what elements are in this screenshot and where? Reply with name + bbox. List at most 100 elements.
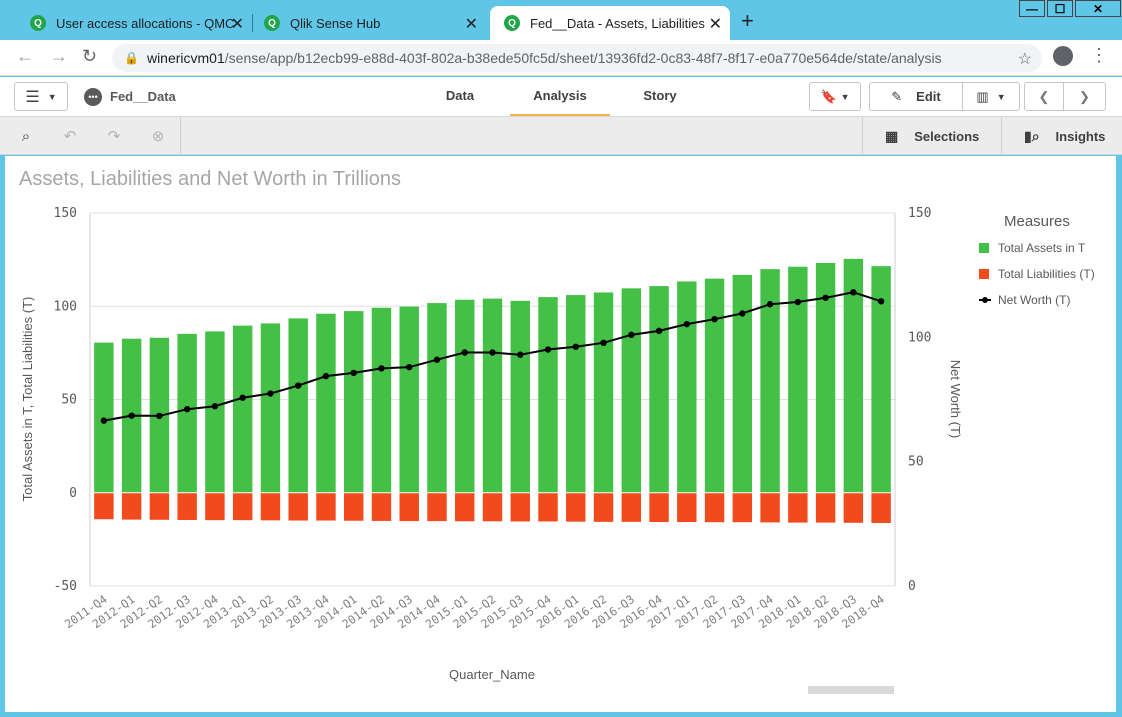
y2-tick-label: 100 (908, 330, 931, 345)
liabilities-bar (343, 492, 364, 521)
assets-bar (649, 286, 669, 493)
browser-tab-title: Fed__Data - Assets, Liabilities and (530, 15, 706, 31)
toolbar-divider (180, 117, 181, 155)
net-worth-point (572, 343, 579, 350)
liabilities-bar (482, 492, 503, 522)
assets-bar (260, 323, 281, 493)
net-worth-point (461, 349, 468, 356)
forward-icon[interactable]: → (50, 46, 68, 66)
qlik-header: ☰ ▼ ••• Fed__Data Data Analysis Story 🔖 ▼… (0, 77, 1122, 117)
y2-axis-title: Net Worth (T) (948, 360, 963, 439)
net-worth-point (378, 365, 385, 372)
browser-tab-fed-data[interactable]: Q Fed__Data - Assets, Liabilities and ✕ (490, 6, 730, 40)
assets-bar (621, 288, 642, 493)
browser-tab-title: Qlik Sense Hub (290, 15, 381, 31)
liabilities-bar (732, 492, 753, 523)
tab-analysis[interactable]: Analysis (510, 77, 610, 116)
assets-bar (843, 258, 864, 493)
selections-label: Selections (914, 128, 980, 144)
net-worth-point (766, 301, 774, 308)
url-input[interactable]: 🔒 winericvm01/sense/app/b12ecb99-e88d-40… (112, 44, 1042, 72)
legend-item-assets[interactable]: Total Assets in T (979, 241, 1085, 255)
assets-bar (316, 313, 336, 493)
liabilities-bar (232, 492, 253, 521)
close-window-icon[interactable]: ✕ (1075, 0, 1121, 17)
net-worth-point (433, 356, 441, 363)
selections-button[interactable]: ▦ Selections (862, 117, 1002, 155)
liabilities-bar (94, 492, 114, 520)
close-tab-icon[interactable]: ✕ (230, 16, 244, 33)
assets-bar (482, 298, 503, 493)
back-icon[interactable]: ← (16, 46, 34, 66)
assets-bar (399, 306, 419, 493)
legend-item-net-worth[interactable]: Net Worth (T) (979, 293, 1070, 307)
liabilities-bar (593, 492, 614, 522)
liabilities-bar (704, 492, 725, 523)
url-host: winericvm01 (146, 50, 225, 66)
combo-chart[interactable]: -500501001500501001502011-Q42012-Q12012-… (5, 156, 1116, 712)
tab-story[interactable]: Story (643, 88, 677, 103)
y-axis-title: Total Assets in T, Total Liabilities (T) (20, 297, 35, 502)
legend-swatch (979, 269, 989, 279)
legend-swatch (979, 243, 989, 253)
chart-scrollbar[interactable] (808, 686, 894, 694)
reload-icon[interactable]: ↻ (82, 46, 98, 66)
new-tab-icon[interactable]: + (741, 8, 754, 33)
browser-tab-title: User access allocations - QMC (56, 15, 235, 31)
net-worth-point (794, 298, 802, 306)
next-sheet-button[interactable]: ❯ (1063, 82, 1106, 111)
net-worth-point (267, 390, 274, 397)
liabilities-bar (371, 492, 392, 521)
liabilities-bar (538, 492, 558, 522)
liabilities-bar (288, 492, 308, 521)
close-tab-icon[interactable]: ✕ (464, 16, 478, 33)
assets-bar (677, 281, 697, 493)
net-worth-point (655, 327, 663, 335)
step-forward-icon[interactable]: ↷ (107, 128, 121, 145)
app-options-icon[interactable]: ••• (84, 88, 102, 106)
browser-tab-qmc[interactable]: Q User access allocations - QMC ✕ (20, 6, 252, 40)
chevron-left-icon: ❮ (1038, 88, 1050, 104)
qlik-logo-icon: Q (504, 15, 520, 31)
qlik-logo-icon: Q (264, 15, 280, 31)
profile-avatar-icon[interactable] (1053, 46, 1073, 66)
close-tab-icon[interactable]: ✕ (708, 16, 722, 33)
clear-selections-icon[interactable]: ⊗ (151, 128, 165, 145)
sheet-menu-button[interactable]: ▥ ▼ (962, 82, 1020, 111)
net-worth-point (100, 417, 108, 424)
smart-search-icon[interactable]: ⌕ (21, 127, 31, 145)
tab-data[interactable]: Data (445, 88, 475, 103)
browser-tab-hub[interactable]: Q Qlik Sense Hub ✕ (254, 6, 486, 40)
net-worth-point (683, 320, 691, 328)
browser-tab-strip: Q User access allocations - QMC ✕ Q Qlik… (0, 0, 1122, 40)
net-worth-point (628, 331, 635, 339)
y-tick-label: 50 (61, 393, 77, 408)
minimize-icon[interactable]: — (1019, 0, 1045, 17)
liabilities-bar (455, 492, 475, 522)
y2-tick-label: 50 (908, 455, 924, 470)
insights-label: Insights (1055, 128, 1106, 144)
net-worth-point (544, 346, 552, 353)
step-back-icon[interactable]: ↶ (63, 128, 77, 145)
bookmarks-button[interactable]: 🔖 ▼ (809, 82, 861, 111)
net-worth-point (128, 412, 135, 419)
browser-menu-icon[interactable]: ⋮ (1090, 45, 1108, 65)
insights-button[interactable]: ▮⌕ Insights (1001, 117, 1122, 155)
liabilities-bar (677, 492, 697, 523)
maximize-icon[interactable]: ☐ (1047, 0, 1073, 17)
liabilities-bar (760, 492, 780, 523)
previous-sheet-button[interactable]: ❮ (1024, 82, 1064, 111)
legend-item-liabilities[interactable]: Total Liabilities (T) (979, 267, 1095, 281)
edit-sheet-button[interactable]: ✎ Edit (869, 82, 963, 111)
net-worth-point (711, 315, 718, 323)
liabilities-bar (177, 492, 197, 520)
x-axis-title: Quarter_Name (449, 667, 535, 682)
assets-bar (788, 266, 808, 493)
assets-bar (593, 292, 614, 493)
global-menu-button[interactable]: ☰ ▼ (14, 82, 68, 111)
bookmark-star-icon[interactable]: ☆ (1017, 51, 1032, 68)
assets-bar (760, 269, 780, 493)
net-worth-point (322, 372, 330, 380)
assets-bar (871, 266, 891, 493)
net-worth-point (877, 298, 885, 305)
